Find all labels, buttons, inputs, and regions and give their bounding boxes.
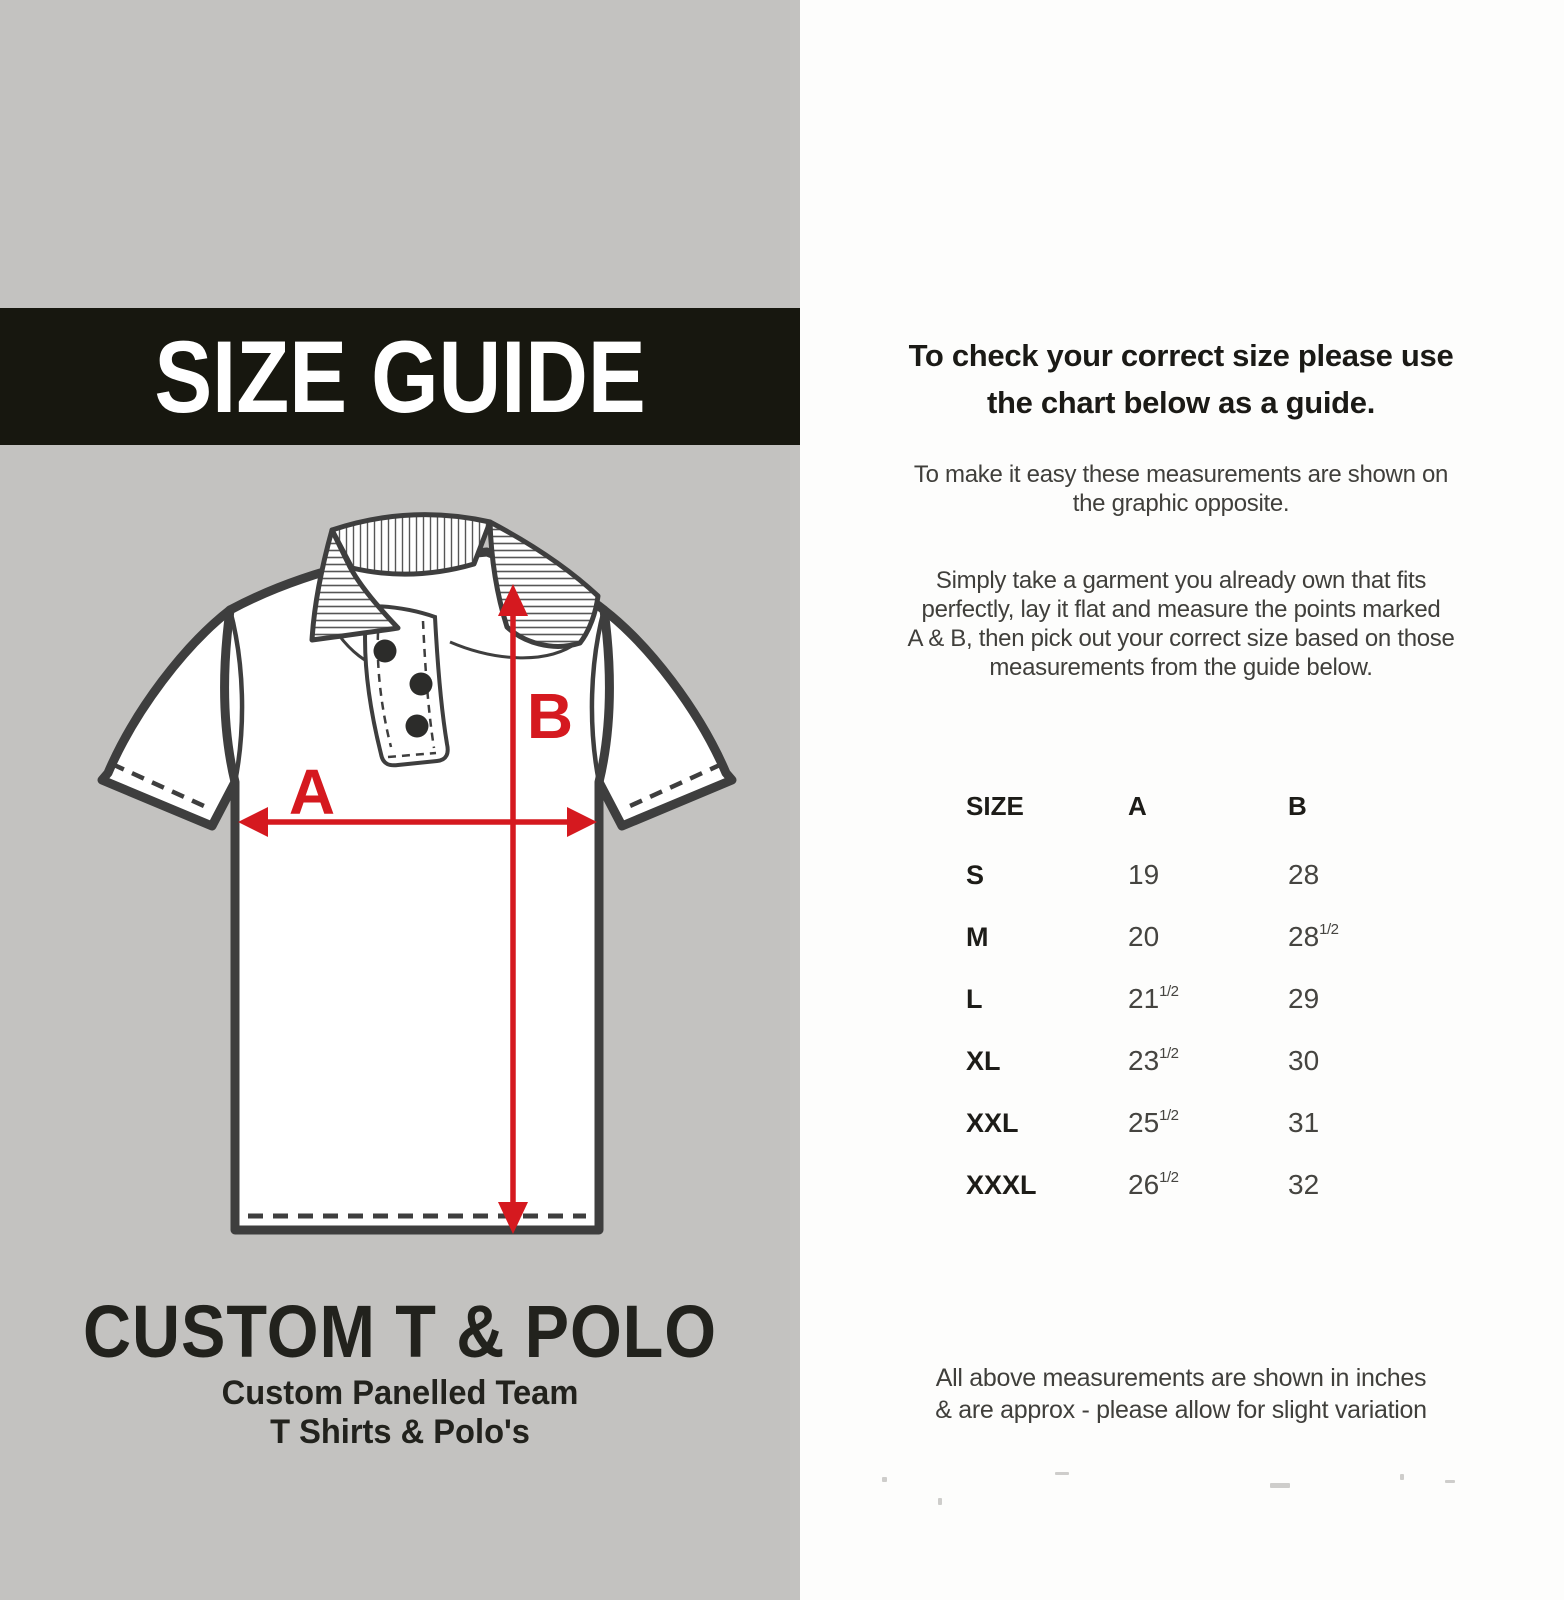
a-cell: 211/2 [1128, 982, 1179, 1014]
b-cell: 30 [1288, 1045, 1320, 1076]
size-row-m: M 20 281/2 [966, 906, 1426, 968]
right-neckline-seam [449, 640, 579, 660]
size-cell: S [966, 859, 985, 890]
size-cell: L [966, 983, 983, 1014]
size-row-xxxl: XXXL 261/2 32 [966, 1154, 1426, 1216]
a-cell: 261/2 [1128, 1168, 1179, 1200]
a-cell: 251/2 [1128, 1106, 1179, 1138]
instructions-heading-line1: To check your correct size please use [908, 338, 1454, 373]
a-cell: 19 [1128, 859, 1160, 890]
collar-band [329, 512, 493, 577]
left-panel-footer: CUSTOM T & POLO Custom Panelled Team T S… [0, 1290, 800, 1452]
size-cell: XL [966, 1045, 1001, 1076]
size-row-xxl: XXL 251/2 31 [966, 1092, 1426, 1154]
left-cuff-stitch [111, 761, 205, 809]
collar-right-flap [487, 519, 601, 649]
measure-instructions-line2: perfectly, lay it flat and measure the p… [921, 596, 1441, 623]
size-table-header-row: SIZE A B [966, 782, 1426, 830]
instructions-heading-line2: the chart below as a guide. [986, 385, 1376, 420]
arrow-b-head-top [498, 584, 528, 616]
size-row-xl: XL 231/2 30 [966, 1030, 1426, 1092]
size-row-s: S 19 28 [966, 844, 1426, 906]
b-cell: 281/2 [1288, 920, 1339, 952]
col-header-b: B [1288, 790, 1307, 821]
measure-instructions-line4: measurements from the guide below. [989, 654, 1373, 681]
b-cell: 31 [1288, 1107, 1320, 1138]
banner-title: SIZE GUIDE [154, 319, 646, 434]
intro-line1: To make it easy these measurements are s… [913, 461, 1449, 488]
size-cell: XXL [966, 1107, 1019, 1138]
measure-instructions-line3: A & B, then pick out your correct size b… [907, 625, 1455, 652]
measurement-label-a: A [289, 756, 335, 828]
button-bottom [405, 714, 429, 738]
intro-line2: the graphic opposite. [1072, 490, 1290, 517]
b-cell: 32 [1288, 1169, 1320, 1200]
a-cell: 20 [1128, 921, 1160, 952]
right-panel: To check your correct size please use th… [800, 0, 1564, 1600]
col-header-a: A [1128, 790, 1147, 821]
product-subtitle-line1: Custom Panelled Team [221, 1374, 579, 1412]
polo-shirt-diagram: A B [97, 512, 737, 1235]
product-subtitle: Custom Panelled Team T Shirts & Polo's [16, 1374, 784, 1452]
measurements-note: All above measurements are shown in inch… [821, 1362, 1541, 1426]
button-middle [409, 672, 433, 696]
measurements-note-line2: & are approx - please allow for slight v… [935, 1396, 1427, 1424]
arrow-a-head-left [238, 807, 268, 837]
a-cell: 231/2 [1128, 1044, 1179, 1076]
col-header-size: SIZE [966, 790, 1024, 821]
b-cell: 28 [1288, 859, 1320, 890]
measurement-label-b: B [527, 680, 573, 752]
placket-stitch-right [421, 620, 436, 749]
arrow-b-head-bottom [498, 1202, 528, 1234]
collar-left-flap [309, 527, 401, 643]
b-cell: 29 [1288, 983, 1320, 1014]
button-top [373, 639, 397, 663]
arrow-a-head-right [567, 807, 597, 837]
size-guide-banner: SIZE GUIDE [0, 308, 800, 445]
left-panel: SIZE GUIDE [0, 0, 800, 1600]
size-row-l: L 211/2 29 [966, 968, 1426, 1030]
measure-instructions-line1: Simply take a garment you already own th… [935, 567, 1427, 594]
measurements-note-line1: All above measurements are shown in inch… [935, 1364, 1427, 1392]
intro-paragraph: To make it easy these measurements are s… [821, 460, 1541, 518]
left-armhole-seam [227, 609, 245, 783]
right-cuff-stitch [629, 761, 723, 809]
polo-right-sleeve [594, 605, 737, 831]
polo-left-sleeve [97, 605, 240, 831]
size-table: SIZE A B S 19 28 M 20 281/2 L 211/2 29 X… [966, 782, 1426, 1216]
measure-instructions: Simply take a garment you already own th… [821, 566, 1541, 682]
product-subtitle-line2: T Shirts & Polo's [270, 1413, 530, 1451]
right-armhole-seam [589, 609, 607, 783]
instructions-heading: To check your correct size please use th… [821, 332, 1541, 426]
size-cell: M [966, 921, 989, 952]
size-cell: XXXL [966, 1169, 1037, 1200]
product-title: CUSTOM T & POLO [83, 1290, 717, 1373]
